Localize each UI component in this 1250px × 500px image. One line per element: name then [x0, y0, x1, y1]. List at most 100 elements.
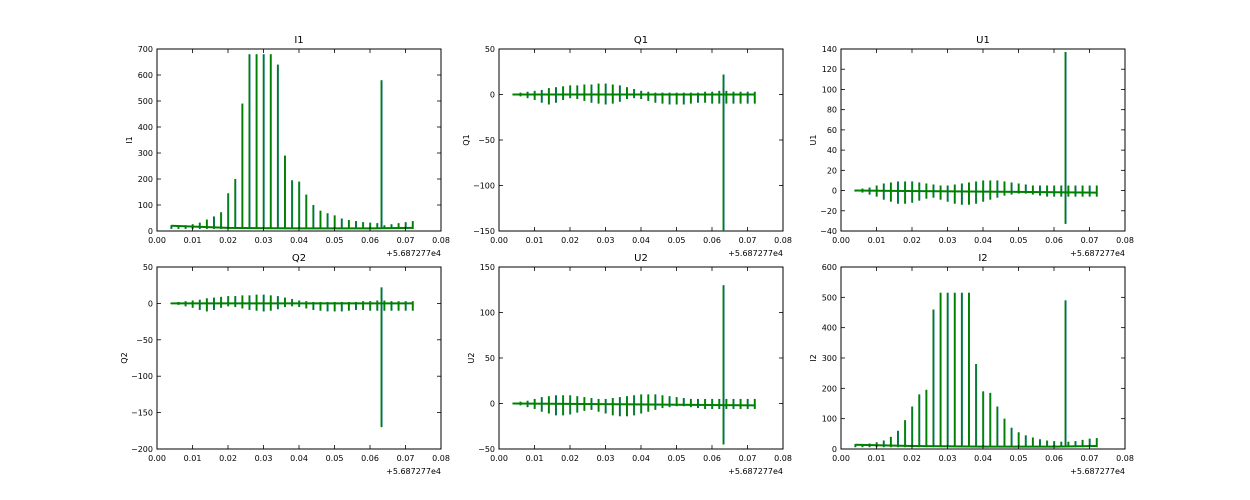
y-tick-label: 50: [143, 263, 153, 272]
y-tick-label: 0: [832, 187, 837, 196]
x-tick-label: 0.05: [668, 454, 686, 463]
x-tick-label: 0.02: [219, 236, 237, 245]
y-tick-label: −50: [478, 136, 495, 145]
y-tick-label: 0: [490, 400, 495, 409]
x-tick-label: 0.03: [939, 236, 957, 245]
x-tick-label: 0.07: [1081, 236, 1099, 245]
y-tick-label: 20: [827, 166, 837, 175]
x-tick-label: 0.02: [561, 454, 579, 463]
x-tick-label: 0.01: [868, 454, 886, 463]
y-tick-label: 100: [138, 201, 153, 210]
x-tick-label: 0.03: [939, 454, 957, 463]
x-tick-label: 0.08: [774, 454, 792, 463]
x-tick-label: 0.00: [832, 236, 850, 245]
y-tick-label: −150: [131, 409, 153, 418]
y-tick-label: 140: [822, 45, 837, 54]
x-tick-label: 0.04: [632, 236, 650, 245]
y-tick-label: 200: [138, 175, 153, 184]
y-tick-label: 50: [485, 45, 495, 54]
x-tick-label: 0.03: [255, 454, 273, 463]
subplot-i2: 0.00 0.01 0.02 0.03 0.04 0.05 0.06 0.07 0.08 0 100…: [809, 253, 1134, 476]
y-tick-label: 400: [822, 324, 837, 333]
y-tick-label: −100: [473, 182, 495, 191]
x-offset-label: +5.687277e4: [728, 249, 783, 258]
subplot-q1: 0.00 0.01 0.02 0.03 0.04 0.05 0.06 0.07 0.08 −150…: [462, 35, 792, 258]
y-tick-label: −150: [473, 227, 495, 236]
x-tick-label: 0.07: [397, 454, 415, 463]
x-tick-label: 0.01: [526, 454, 544, 463]
x-tick-label: 0.05: [668, 236, 686, 245]
y-tick-label: 100: [480, 309, 495, 318]
x-tick-label: 0.08: [1116, 454, 1134, 463]
subplot-u1: 0.00 0.01 0.02 0.03 0.04 0.05 0.06 0.07 0.08 −40 −…: [809, 35, 1134, 258]
y-axis-label: Q2: [120, 352, 129, 363]
y-tick-label: 80: [827, 106, 837, 115]
x-tick-label: 0.00: [148, 236, 166, 245]
x-offset-label: +5.687277e4: [386, 249, 441, 258]
axes-frame: [840, 48, 1126, 232]
y-tick-label: 500: [822, 293, 837, 302]
y-tick-label: 400: [138, 123, 153, 132]
data-layer: [512, 74, 756, 231]
y-tick-label: 600: [822, 263, 837, 272]
y-tick-label: −40: [820, 227, 837, 236]
x-offset-label: +5.687277e4: [1070, 249, 1125, 258]
subplot-q2: 0.00 0.01 0.02 0.03 0.04 0.05 0.06 0.07 0.08 −200…: [120, 253, 450, 476]
x-tick-label: 0.05: [1010, 454, 1028, 463]
x-tick-label: 0.02: [903, 236, 921, 245]
y-tick-label: −50: [478, 445, 495, 454]
x-tick-label: 0.02: [561, 236, 579, 245]
x-tick-label: 0.04: [974, 454, 992, 463]
y-tick-label: 0: [490, 91, 495, 100]
y-axis-label: U1: [809, 135, 818, 146]
x-tick-label: 0.04: [290, 236, 308, 245]
subplot-title: Q1: [634, 35, 648, 46]
x-tick-label: 0.05: [326, 236, 344, 245]
y-tick-label: 40: [827, 146, 837, 155]
x-tick-label: 0.08: [1116, 236, 1134, 245]
x-tick-label: 0.01: [184, 454, 202, 463]
x-tick-label: 0.06: [703, 454, 721, 463]
x-tick-label: 0.04: [974, 236, 992, 245]
x-tick-label: 0.06: [1045, 454, 1063, 463]
subplot-grid: 0.00 0.01 0.02 0.03 0.04 0.05 0.06 0.07 0.08 0 100…: [120, 35, 1134, 476]
y-tick-label: −50: [136, 336, 153, 345]
subplot-title: I2: [978, 253, 987, 264]
y-axis-label: I1: [125, 136, 134, 143]
x-tick-label: 0.07: [739, 236, 757, 245]
y-tick-label: 300: [822, 354, 837, 363]
y-tick-label: −100: [131, 372, 153, 381]
x-tick-label: 0.08: [432, 454, 450, 463]
x-offset-label: +5.687277e4: [1070, 467, 1125, 476]
y-tick-label: 500: [138, 97, 153, 106]
axes-frame: [156, 266, 442, 450]
y-tick-label: 0: [832, 445, 837, 454]
x-tick-label: 0.02: [219, 454, 237, 463]
y-tick-label: 200: [822, 384, 837, 393]
axes-frame: [498, 48, 784, 232]
y-tick-label: 0: [148, 299, 153, 308]
y-axis-label: I2: [809, 354, 818, 361]
x-tick-label: 0.04: [290, 454, 308, 463]
y-axis-label: U2: [467, 353, 476, 364]
x-tick-label: 0.01: [526, 236, 544, 245]
data-layer: [512, 285, 756, 445]
x-tick-label: 0.06: [1045, 236, 1063, 245]
subplot-i1: 0.00 0.01 0.02 0.03 0.04 0.05 0.06 0.07 0.08 0 100…: [125, 35, 450, 258]
x-tick-label: 0.07: [739, 454, 757, 463]
x-tick-label: 0.08: [432, 236, 450, 245]
x-tick-label: 0.08: [774, 236, 792, 245]
subplot-title: U2: [634, 253, 648, 264]
x-tick-label: 0.07: [1081, 454, 1099, 463]
x-tick-label: 0.00: [490, 454, 508, 463]
subplot-u2: 0.00 0.01 0.02 0.03 0.04 0.05 0.06 0.07 0.08 −50 0…: [467, 253, 792, 476]
y-tick-label: 60: [827, 126, 837, 135]
x-tick-label: 0.06: [361, 454, 379, 463]
x-tick-label: 0.00: [148, 454, 166, 463]
y-tick-label: 50: [485, 354, 495, 363]
subplot-title: I1: [294, 35, 303, 46]
x-tick-label: 0.03: [255, 236, 273, 245]
y-tick-label: 0: [148, 227, 153, 236]
data-layer: [854, 52, 1098, 224]
